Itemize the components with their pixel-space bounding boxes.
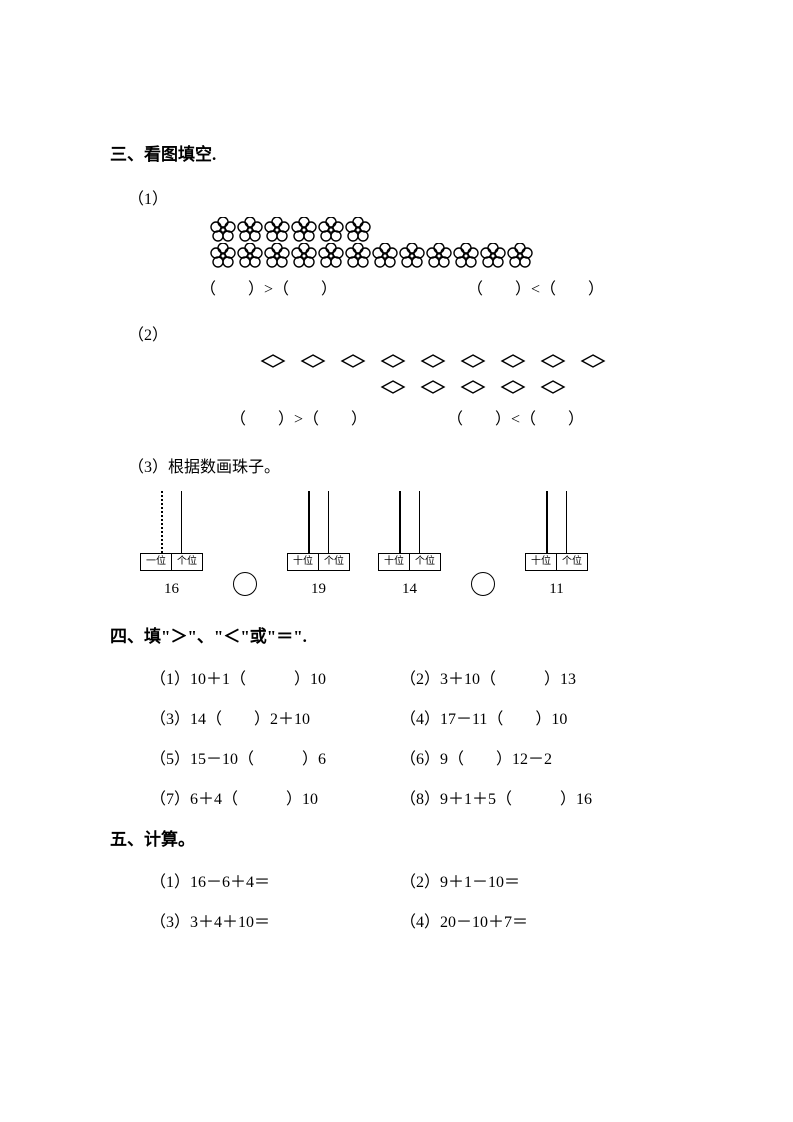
diamond-icon — [460, 379, 486, 395]
abacus4-tens: 十位 — [526, 554, 557, 570]
abacus3-tens: 十位 — [379, 554, 410, 570]
comparison-row-2: （ ）>（ ） （ ）<（ ） — [230, 405, 693, 429]
abacus1-tens: 一位 — [141, 554, 172, 570]
flower-icon — [291, 217, 317, 243]
flower-icon — [507, 243, 533, 269]
flower-icon — [480, 243, 506, 269]
diamond-icon — [540, 353, 566, 369]
comp-lt-1: （ ）<（ ） — [467, 275, 604, 299]
abacus-group-1: 一位 个位 16 十位 个位 19 — [140, 491, 350, 598]
q2-label: （2） — [128, 321, 693, 345]
diamond-icon — [340, 353, 366, 369]
flower-icon — [210, 243, 236, 269]
diamond-icon — [420, 353, 446, 369]
flower-icon — [264, 217, 290, 243]
comp-gt-2: （ ）>（ ） — [230, 405, 367, 429]
calc-item: （1）16－6＋4＝ — [150, 868, 400, 892]
fill-item: （2）3＋10（ ）13 — [400, 665, 693, 689]
abacus1-ones: 个位 — [172, 554, 202, 570]
fill-item: （1）10＋1（ ）10 — [150, 665, 400, 689]
diamond-icon — [540, 379, 566, 395]
flower-icon — [237, 243, 263, 269]
calc-item: （2）9＋1－10＝ — [400, 868, 693, 892]
flower-icon — [345, 243, 371, 269]
flower-icon — [345, 217, 371, 243]
section3-title: 三、看图填空. — [110, 140, 693, 165]
fill-item: （6）9（ ）12－2 — [400, 745, 693, 769]
diamond-row-2 — [380, 379, 693, 395]
diamond-icon — [380, 353, 406, 369]
flower-icon — [426, 243, 452, 269]
q3-label: （3）根据数画珠子。 — [128, 453, 693, 477]
fill-item: （7）6＋4（ ）10 — [150, 785, 400, 809]
diamond-icon — [380, 379, 406, 395]
worksheet-page: 三、看图填空. （1） （ ）>（ ） （ ）<（ ） （2） （ ）>（ ） … — [0, 0, 793, 932]
diamond-icon — [460, 353, 486, 369]
diamond-icon — [500, 353, 526, 369]
diamond-icon — [420, 379, 446, 395]
fill-row: （5）15－10（ ）6（6）9（ ）12－2 — [150, 745, 693, 769]
calc-item: （3）3＋4＋10＝ — [150, 908, 400, 932]
flower-icon — [291, 243, 317, 269]
comp-lt-2: （ ）<（ ） — [447, 405, 584, 429]
flower-icon — [318, 217, 344, 243]
fill-item: （5）15－10（ ）6 — [150, 745, 400, 769]
calc-row: （1）16－6＋4＝（2）9＋1－10＝ — [150, 868, 693, 892]
flower-icon — [399, 243, 425, 269]
abacus-1: 一位 个位 16 — [140, 491, 203, 598]
abacus-row: 一位 个位 16 十位 个位 19 十位 个位 — [140, 491, 693, 598]
calc-row: （3）3＋4＋10＝（4）20－10＋7＝ — [150, 908, 693, 932]
fill-item: （3）14（ ）2＋10 — [150, 705, 400, 729]
abacus-group-2: 十位 个位 14 十位 个位 11 — [378, 491, 588, 598]
flower-row-1 — [210, 217, 693, 243]
fill-section: （1）10＋1（ ）10（2）3＋10（ ）13（3）14（ ）2＋10（4）1… — [150, 665, 693, 809]
abacus2-tens: 十位 — [288, 554, 319, 570]
comp-gt-1: （ ）>（ ） — [200, 275, 337, 299]
fill-item: （4）17－11（ ）10 — [400, 705, 693, 729]
flower-icon — [318, 243, 344, 269]
abacus-2: 十位 个位 19 — [287, 491, 350, 598]
fill-row: （1）10＋1（ ）10（2）3＋10（ ）13 — [150, 665, 693, 689]
fill-row: （3）14（ ）2＋10（4）17－11（ ）10 — [150, 705, 693, 729]
calc-section: （1）16－6＋4＝（2）9＋1－10＝（3）3＋4＋10＝（4）20－10＋7… — [150, 868, 693, 932]
flower-row-2 — [210, 243, 693, 269]
abacus1-num: 16 — [164, 581, 179, 598]
flower-icon — [237, 217, 263, 243]
flower-icon — [453, 243, 479, 269]
fill-row: （7）6＋4（ ）10（8）9＋1＋5（ ）16 — [150, 785, 693, 809]
section4-title: 四、填"＞"、"＜"或"＝". — [110, 622, 693, 647]
abacus3-ones: 个位 — [410, 554, 440, 570]
diamond-icon — [500, 379, 526, 395]
flower-icon — [264, 243, 290, 269]
fill-item: （8）9＋1＋5（ ）16 — [400, 785, 693, 809]
q1-label: （1） — [128, 185, 693, 209]
section5-title: 五、计算。 — [110, 825, 693, 850]
circle-1 — [233, 572, 257, 596]
abacus-3: 十位 个位 14 — [378, 491, 441, 598]
abacus2-num: 19 — [311, 581, 326, 598]
diamond-icon — [580, 353, 606, 369]
abacus3-num: 14 — [402, 581, 417, 598]
diamond-row-1 — [260, 353, 693, 369]
comparison-row-1: （ ）>（ ） （ ）<（ ） — [200, 275, 693, 299]
abacus-4: 十位 个位 11 — [525, 491, 588, 598]
diamond-icon — [300, 353, 326, 369]
diamond-icon — [260, 353, 286, 369]
flower-icon — [210, 217, 236, 243]
calc-item: （4）20－10＋7＝ — [400, 908, 693, 932]
abacus4-ones: 个位 — [557, 554, 587, 570]
abacus2-ones: 个位 — [319, 554, 349, 570]
flower-icon — [372, 243, 398, 269]
abacus4-num: 11 — [549, 581, 563, 598]
circle-2 — [471, 572, 495, 596]
